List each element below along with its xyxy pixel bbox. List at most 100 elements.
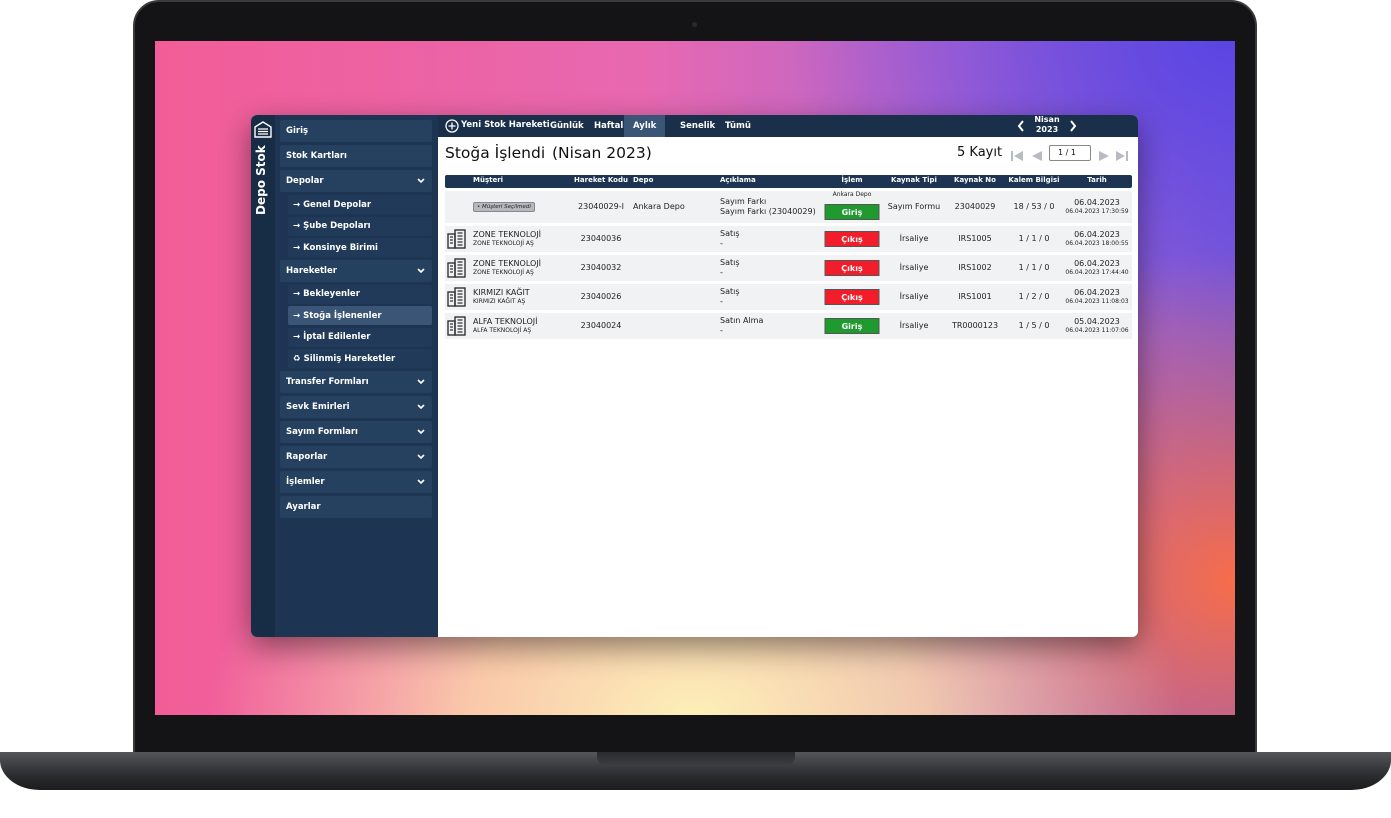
app-title: Depo Stok [254,145,268,215]
menu-label: Ayarlar [286,501,321,512]
column-header: Kalem Bilgisi [1008,176,1060,184]
first-page [1010,147,1024,166]
column-header: Kaynak No [954,176,996,184]
table-row[interactable]: KIRMIZI KAĞIT KIRMIZI KAĞIT AŞ 23040026 Sat… [445,284,1132,310]
menu-item[interactable]: Ayarlar [280,495,432,518]
item-info: 1 / 2 / 0 [1018,292,1050,301]
table-row[interactable]: ZONE TEKNOLOJİ ZONE TEKNOLOJİ AŞ 23040036 S… [445,226,1132,252]
side-rail: Depo Stok [251,115,275,637]
action-button[interactable]: Çıkış [824,260,880,276]
datetime: 06.04.2023 17:30:59 [1065,208,1129,215]
customer-sub: ALFA TEKNOLOJİ AŞ [473,327,532,334]
description: Satın Alma [720,316,764,325]
action-button[interactable]: Giriş [824,318,880,334]
menu-item[interactable]: Depolar [280,170,432,192]
chevron [416,403,426,411]
table-row[interactable]: ZONE TEKNOLOJİ ZONE TEKNOLOJİ AŞ 23040032 S… [445,255,1132,281]
menu-label: Sevk Emirleri [286,401,350,412]
chevron-svg [417,453,425,459]
page-title: Stoğa İşlendi [445,144,546,162]
column-header: İşlem [841,176,863,184]
depot: Ankara Depo [633,202,685,211]
camera [692,22,697,27]
chevron [416,267,426,275]
submenu-item[interactable]: → Şube Depoları [288,216,432,236]
submenu-item[interactable]: → Bekleyenler [288,284,432,304]
table-row[interactable]: ALFA TEKNOLOJİ ALFA TEKNOLOJİ AŞ 23040024 S… [445,313,1132,339]
company-icon [447,229,467,253]
sidebar-menu: Giriş Stok Kartları Depolar → Genel Depolar… [275,115,438,637]
submenu-item[interactable]: → İptal Edilenler [288,327,432,347]
chevron-svg [417,428,425,434]
chevron [416,378,426,386]
menu-item[interactable]: İşlemler [280,470,432,493]
prev-page-svg [1032,151,1042,161]
datetime: 06.04.2023 11:07:06 [1065,327,1129,334]
description: - [720,326,723,335]
submenu-item[interactable]: ♻ Silinmiş Hareketler [288,349,432,368]
toolbar: Yeni Stok Hareketi Günlük Haftalık Aylık Sen… [438,115,1138,137]
next-period-svg [1070,120,1077,132]
prev-page [1030,147,1044,166]
next-page [1097,147,1111,166]
company-icon [447,287,467,311]
prev-period-svg [1017,120,1024,132]
menu-item[interactable]: Giriş [280,120,432,142]
tab[interactable]: Aylık [624,115,666,137]
last-page-svg [1116,151,1128,161]
menu-label: Transfer Formları [286,376,369,387]
company-icon-svg [447,287,466,307]
submenu-item[interactable]: → Konsinye Birimi [288,238,432,257]
company-icon-svg [447,229,466,249]
item-info: 18 / 53 / 0 [1013,202,1055,211]
column-header: Depo [633,176,654,184]
tab[interactable]: Günlük [550,121,584,131]
next-page-svg [1099,151,1109,161]
menu-item[interactable]: Raporlar [280,445,432,468]
page-period: (Nisan 2023) [552,144,652,162]
chevron [416,478,426,486]
description: - [720,239,723,248]
date: 06.04.2023 [1074,230,1120,239]
menu-label: Sayım Formları [286,426,358,437]
action-note: Ankara Depo [832,191,872,198]
menu-label: Depolar [286,176,324,186]
menu-label: Raporlar [286,451,328,462]
action-button[interactable]: Çıkış [824,289,880,305]
movement-code: 23040024 [580,321,622,330]
tab[interactable]: Haftalık [594,121,632,131]
new-button[interactable]: Yeni Stok Hareketi [461,120,550,130]
submenu-item[interactable]: → Stoğa İşlenenler [288,306,432,325]
tab[interactable]: Tümü [725,121,751,131]
datetime: 06.04.2023 17:44:40 [1065,269,1129,276]
menu-item[interactable]: Sayım Formları [280,420,432,443]
company-icon-svg [447,316,466,336]
customer-name: ZONE TEKNOLOJİ [473,230,542,239]
description: Satış [720,287,740,296]
menu-item[interactable]: Stok Kartları [280,145,432,167]
tab[interactable]: Senelik [680,121,716,131]
menu-label: İşlemler [286,476,325,487]
datetime: 06.04.2023 18:00:55 [1065,240,1129,247]
chevron-svg [417,267,425,273]
action-button[interactable]: Giriş [824,204,880,220]
submenu-item[interactable]: → Genel Depolar [288,195,432,214]
table-header: Müşteri Hareket Kodu Depo Açıklama İşlem Kayn… [445,175,1132,188]
action-button[interactable]: Çıkış [824,231,880,247]
menu-item[interactable]: Transfer Formları [280,370,432,393]
last-page [1115,147,1129,166]
plus-icon-svg [445,119,459,133]
menu-item[interactable]: Sevk Emirleri [280,395,432,418]
page-select[interactable]: 1 / 1 [1049,145,1091,161]
source-type: İrsaliye [899,263,929,272]
source-type: İrsaliye [899,292,929,301]
date: 05.04.2023 [1074,317,1120,326]
table-row[interactable]: • Müşteri Seçilmedi 23040029-I Ankara Depo… [445,191,1132,223]
chevron [416,453,426,461]
item-info: 1 / 1 / 0 [1018,234,1050,243]
source-no: IRS1005 [958,234,992,243]
description: Sayım Farkı (23040029) [720,207,816,216]
customer-name: ALFA TEKNOLOJİ [473,317,538,326]
item-info: 1 / 1 / 0 [1018,263,1050,272]
menu-item[interactable]: Hareketler [280,259,432,282]
